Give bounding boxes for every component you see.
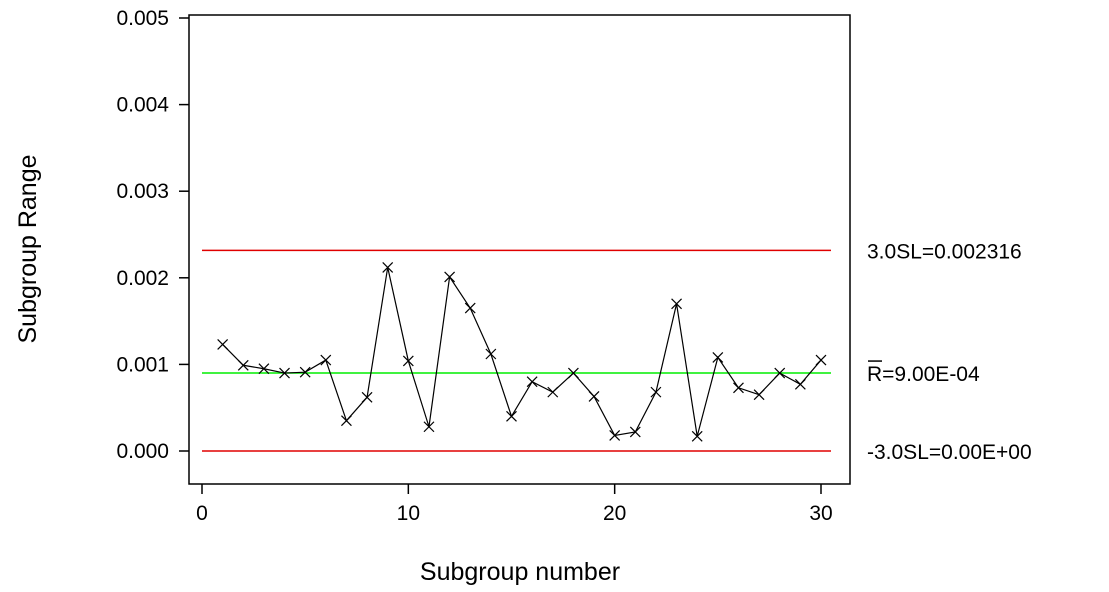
data-point-marker [382, 261, 394, 273]
data-point-marker [526, 376, 538, 388]
y-tick-label: 0.001 [116, 353, 169, 376]
data-point-marker [341, 415, 352, 427]
data-point-marker [299, 366, 311, 378]
data-point-marker [733, 382, 744, 394]
data-point-marker [774, 367, 786, 379]
data-point-marker [320, 354, 332, 366]
data-point-marker [712, 352, 724, 363]
x-tick-label: 10 [397, 502, 420, 525]
data-point-marker [629, 426, 641, 438]
data-point-marker [402, 355, 414, 367]
control-lines: 3.0SL=0.002316 R=9.00E-04 -3.0SL=0.00E+00 [202, 240, 1032, 464]
y-axis: 0.000 0.001 0.002 0.003 0.004 0.005 [116, 7, 189, 463]
lower-control-limit-line-label: -3.0SL=0.00E+00 [867, 441, 1032, 464]
data-point-marker [588, 391, 600, 402]
x-axis-title: Subgroup number [420, 558, 620, 586]
y-tick-label: 0.002 [116, 267, 169, 290]
data-point-marker [650, 386, 662, 398]
y-tick-label: 0.005 [116, 7, 169, 30]
data-point-marker [237, 359, 249, 371]
data-point-marker [547, 386, 559, 398]
data-point-marker [794, 378, 806, 390]
y-axis-title: Subgroup Range [14, 154, 42, 343]
data-point-marker [815, 354, 827, 366]
series-line [222, 267, 822, 437]
x-tick-label: 0 [196, 502, 208, 525]
center-line-label: R=9.00E-04 [867, 363, 980, 386]
data-point-marker [691, 430, 703, 442]
x-tick-label: 20 [603, 502, 626, 525]
series-group [217, 261, 827, 442]
x-tick-label: 30 [809, 502, 832, 525]
y-tick-label: 0.003 [116, 180, 169, 203]
data-point-marker [506, 410, 517, 422]
x-axis: 0 10 20 30 [196, 484, 833, 525]
center-line-value: =9.00E-04 [882, 363, 980, 386]
data-point-marker [361, 391, 373, 403]
data-point-marker [217, 339, 229, 350]
data-point-marker [753, 389, 765, 401]
data-point-marker [464, 302, 476, 314]
y-tick-label: 0.004 [116, 94, 169, 117]
data-point-marker [444, 271, 456, 283]
data-point-marker [423, 421, 435, 433]
data-point-marker [671, 298, 682, 310]
data-point-marker [485, 348, 497, 360]
data-point-marker [258, 363, 270, 375]
data-point-marker [609, 429, 621, 441]
data-point-marker [279, 367, 290, 379]
plot-area-frame [188, 14, 851, 485]
y-tick-label: 0.000 [116, 440, 169, 463]
r-bar-symbol: R [867, 363, 882, 386]
data-point-marker [567, 367, 579, 379]
upper-control-limit-line-label: 3.0SL=0.002316 [867, 240, 1022, 263]
